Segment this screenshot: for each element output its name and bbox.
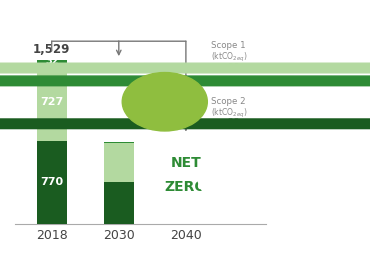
Text: 32: 32	[45, 56, 58, 66]
Bar	[37, 63, 67, 141]
Text: Scope 2: Scope 2	[211, 97, 246, 106]
Text: (ktCO$_{2eq}$): (ktCO$_{2eq}$)	[211, 51, 248, 64]
Text: -50%: -50%	[99, 94, 138, 108]
Circle shape	[0, 119, 370, 129]
Circle shape	[0, 63, 370, 73]
Text: Scope 1: Scope 1	[211, 41, 246, 50]
Text: CO$_2$: CO$_2$	[226, 61, 244, 74]
Text: 1,529: 1,529	[33, 43, 70, 56]
Bar	[104, 182, 134, 224]
Text: CO$_2$: CO$_2$	[226, 117, 244, 130]
Text: ZERO: ZERO	[165, 180, 207, 194]
Text: (ktCO$_{2eq}$): (ktCO$_{2eq}$)	[211, 107, 248, 120]
Text: 770: 770	[40, 177, 63, 187]
Bar	[104, 141, 134, 143]
Bar	[37, 141, 67, 224]
Text: CH$_4$: CH$_4$	[226, 74, 244, 87]
Circle shape	[0, 76, 370, 86]
Bar	[104, 143, 134, 182]
Text: NET: NET	[171, 156, 201, 170]
Text: 727: 727	[40, 97, 63, 107]
Bar	[37, 59, 67, 63]
